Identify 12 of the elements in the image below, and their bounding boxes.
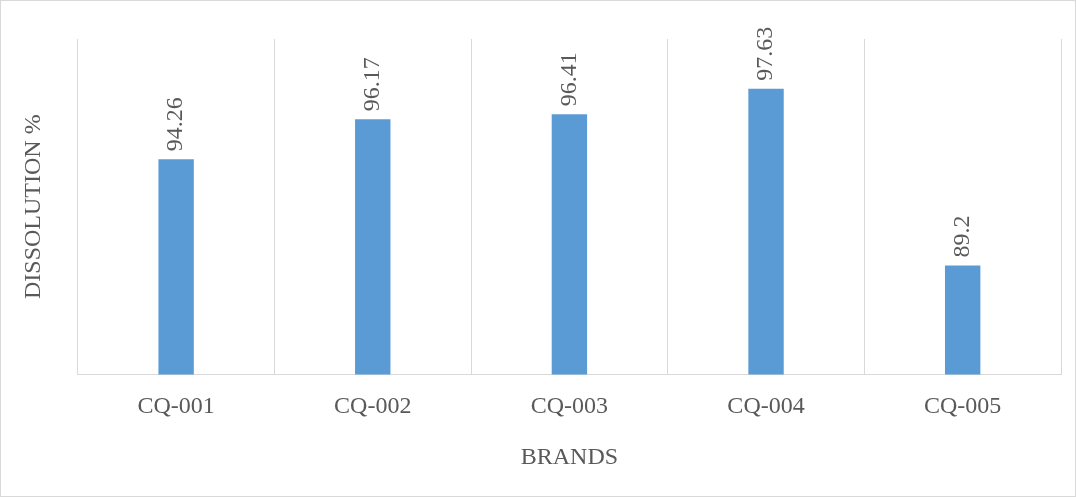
x-tick-label: CQ-001 — [137, 392, 215, 419]
data-label: 94.26 — [161, 97, 188, 152]
y-axis-title: DISSOLUTION % — [18, 114, 45, 300]
x-axis-title: BRANDS — [520, 442, 619, 469]
data-label: 89.2 — [947, 215, 974, 258]
data-label: 96.41 — [554, 52, 581, 107]
x-tick-label: CQ-004 — [727, 392, 805, 419]
data-label: 97.63 — [751, 26, 778, 81]
x-tick-label: CQ-003 — [530, 392, 609, 419]
data-label: 96.17 — [358, 57, 385, 112]
x-tick-label: CQ-005 — [924, 392, 1002, 419]
x-tick-label: CQ-002 — [334, 392, 412, 419]
